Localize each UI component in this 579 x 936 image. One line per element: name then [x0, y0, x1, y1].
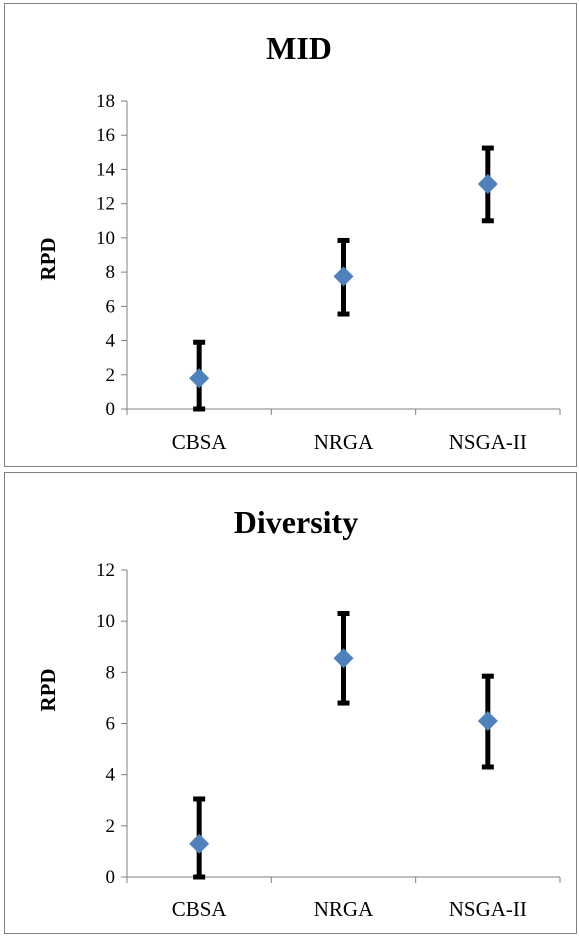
data-marker [477, 710, 498, 731]
data-point [477, 673, 498, 770]
x-tick-label: CBSA [172, 897, 228, 921]
y-tick-label: 18 [96, 91, 115, 112]
y-axis-label: RPD [36, 237, 60, 280]
data-point [333, 237, 354, 317]
x-tick-label: NSGA-II [449, 897, 527, 921]
data-marker [477, 173, 498, 194]
data-point [477, 145, 498, 224]
y-tick-label: 10 [96, 611, 115, 632]
data-marks [189, 145, 498, 412]
chart-title: Diversity [234, 504, 358, 540]
y-tick-label: 0 [106, 867, 116, 888]
y-tick-label: 4 [106, 331, 116, 352]
y-axis-label: RPD [36, 668, 60, 711]
mid-chart-panel: MID RPD 0 2 4 6 8 10 12 14 16 18 CBSA NRGA NSGA-II [4, 3, 577, 467]
mid-chart: MID RPD 0 2 4 6 8 10 12 14 16 18 CBSA NRGA NSGA-II [36, 30, 561, 454]
y-tick-label: 2 [106, 365, 116, 386]
data-marks [189, 610, 498, 880]
chart-title: MID [266, 30, 332, 66]
y-tick-label: 12 [96, 194, 115, 215]
y-tick-label: 6 [106, 296, 116, 317]
y-tick-label: 10 [96, 228, 115, 249]
diversity-chart-panel: Diversity RPD 0 2 4 6 8 10 12 CBSA NRGA NSGA-II [4, 472, 577, 934]
data-marker [333, 266, 354, 287]
data-marker [189, 833, 210, 854]
x-tick-label: NRGA [314, 430, 374, 454]
x-tick-label: NSGA-II [449, 430, 527, 454]
axes: 0 2 4 6 8 10 12 CBSA NRGA NSGA-II [96, 560, 561, 921]
axes: 0 2 4 6 8 10 12 14 16 18 CBSA NRGA NSGA-II [96, 91, 561, 454]
y-tick-label: 8 [106, 662, 116, 683]
y-tick-label: 6 [106, 714, 116, 735]
data-point [189, 796, 210, 880]
data-point [333, 610, 354, 706]
y-tick-label: 14 [96, 159, 116, 180]
data-marker [189, 368, 210, 389]
data-marker [333, 648, 354, 669]
data-point [189, 339, 210, 412]
y-tick-label: 2 [106, 816, 116, 837]
diversity-chart: Diversity RPD 0 2 4 6 8 10 12 CBSA NRGA NSGA-II [36, 504, 561, 921]
y-tick-label: 8 [106, 262, 116, 283]
y-tick-label: 4 [106, 765, 116, 786]
y-tick-label: 16 [96, 125, 115, 146]
y-tick-label: 0 [106, 399, 116, 420]
y-tick-label: 12 [96, 560, 115, 581]
x-tick-label: CBSA [172, 430, 228, 454]
x-tick-label: NRGA [314, 897, 374, 921]
